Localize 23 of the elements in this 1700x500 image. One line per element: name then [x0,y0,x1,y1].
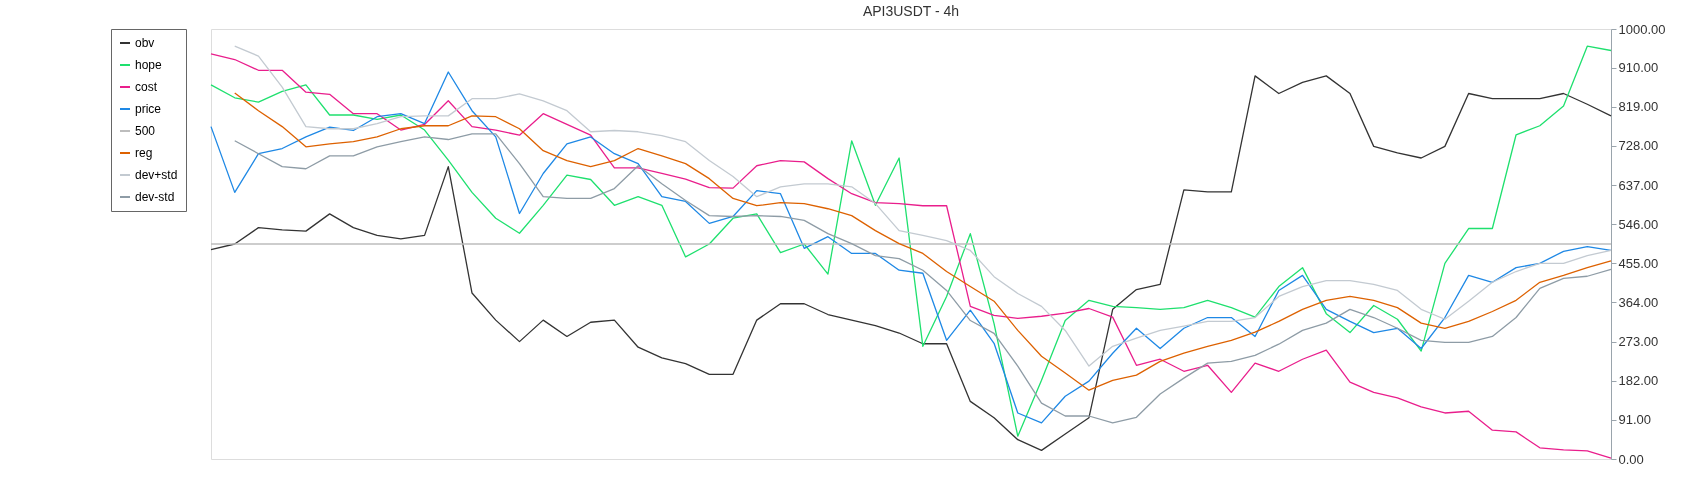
legend-label: dev-std [135,190,175,204]
y-tick-label: 910.00 [1618,60,1659,76]
legend-label: reg [135,146,153,160]
y-tick-label: 728.00 [1618,138,1659,154]
y-tick-label: 546.00 [1618,216,1659,232]
legend-label: price [135,102,162,116]
y-tick-label: 364.00 [1618,294,1659,310]
legend-label: 500 [135,124,156,138]
legend-label: obv [135,36,155,50]
legend-label: dev+std [135,168,178,182]
y-tick-label: 455.00 [1618,255,1659,271]
legend-label: hope [135,58,163,72]
line-series [234,45,1612,367]
chart-title: API3USDT - 4h [862,3,960,19]
y-tick-label: 182.00 [1618,373,1659,389]
y-tick-label: 91.00 [1618,412,1652,428]
y-tick-label: 1000.00 [1618,21,1666,37]
y-tick-label: 273.00 [1618,334,1659,350]
y-tick-label: 637.00 [1618,177,1659,193]
line-series [234,92,1612,391]
legend-label: cost [135,80,158,94]
y-tick-label: 819.00 [1618,99,1659,115]
y-tick-label: 0.00 [1618,451,1644,467]
